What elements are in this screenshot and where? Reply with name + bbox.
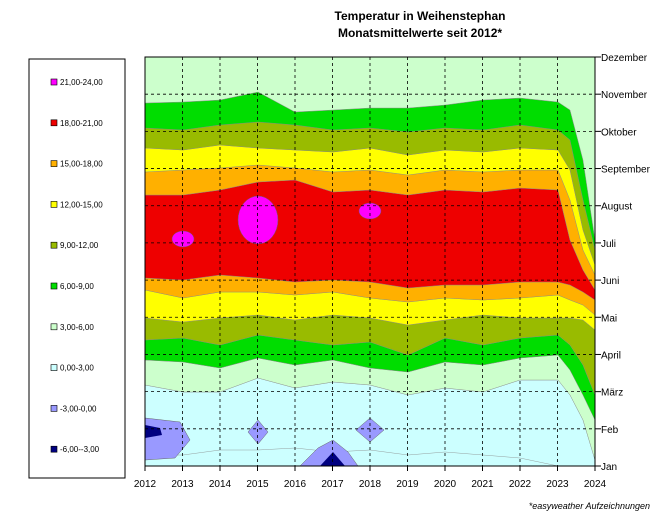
cold-spot-2015 [247, 419, 269, 445]
legend-swatch [50, 323, 58, 331]
x-tick-label: 2015 [246, 479, 269, 490]
x-tick-label: 2017 [321, 479, 344, 490]
legend-swatch [50, 160, 58, 167]
x-tick-label: 2020 [434, 479, 457, 490]
legend-label: 18,00-21,00 [60, 119, 103, 128]
y-tick-label: Mai [601, 313, 617, 324]
legend: 21,00-24,00 18,00-21,00 15,00-18,00 12,00-1… [50, 78, 103, 454]
x-tick-label: 2014 [209, 479, 232, 490]
legend-label: 9,00-12,00 [60, 241, 99, 250]
legend-swatch [50, 201, 58, 208]
legend-label: 6,00-9,00 [60, 282, 94, 291]
legend-label: 0,00-3,00 [60, 364, 94, 373]
x-axis: 2012 2013 2014 2015 2016 2017 2018 2019 2020 2021… [134, 466, 607, 490]
grid-lines [145, 57, 595, 466]
legend-swatch [50, 282, 58, 290]
y-axis: Jan Feb März April Mai Juni Juli August Septembe… [595, 53, 651, 473]
x-tick-label: 2013 [171, 479, 194, 490]
legend-swatch [50, 364, 58, 371]
hot-spot-2013 [171, 230, 195, 248]
legend-label: -3,00-0,00 [60, 404, 97, 413]
x-tick-label: 2023 [546, 479, 569, 490]
legend-swatch [50, 119, 58, 127]
legend-label: 3,00-6,00 [60, 323, 94, 332]
x-tick-label: 2018 [359, 479, 382, 490]
legend-swatch [50, 445, 58, 453]
x-tick-label: 2016 [284, 479, 307, 490]
legend-label: -6,00--3,00 [60, 445, 100, 454]
x-tick-label: 2012 [134, 479, 157, 490]
y-tick-label: August [601, 202, 632, 213]
y-tick-label: März [601, 388, 623, 399]
y-tick-label: Jan [601, 462, 617, 473]
y-tick-label: Dezember [601, 53, 648, 64]
legend-label: 21,00-24,00 [60, 78, 103, 87]
y-tick-label: April [601, 350, 621, 361]
hot-spot-2015 [237, 195, 279, 245]
legend-swatch [50, 78, 58, 86]
x-tick-label: 2019 [396, 479, 419, 490]
chart-subtitle: Monatsmittelwerte seit 2012* [338, 26, 502, 40]
y-tick-label: Feb [601, 425, 619, 436]
y-tick-label: Oktober [601, 127, 637, 138]
legend-label: 15,00-18,00 [60, 160, 103, 169]
very-cold-spot-2012 [145, 425, 162, 438]
x-tick-label: 2021 [471, 479, 494, 490]
y-tick-label: Juni [601, 276, 619, 287]
legend-swatch [50, 241, 58, 249]
legend-box [28, 58, 126, 479]
x-tick-label: 2022 [509, 479, 532, 490]
legend-label: 12,00-15,00 [60, 200, 103, 209]
x-tick-label: 2024 [584, 479, 607, 490]
y-tick-label: September [601, 165, 651, 176]
y-tick-label: November [601, 90, 648, 101]
chart-title: Temperatur in Weihenstephan [335, 9, 506, 23]
footnote: *easyweather Aufzeichnungen [529, 501, 650, 511]
legend-swatch [50, 405, 58, 412]
y-tick-label: Juli [601, 239, 616, 250]
